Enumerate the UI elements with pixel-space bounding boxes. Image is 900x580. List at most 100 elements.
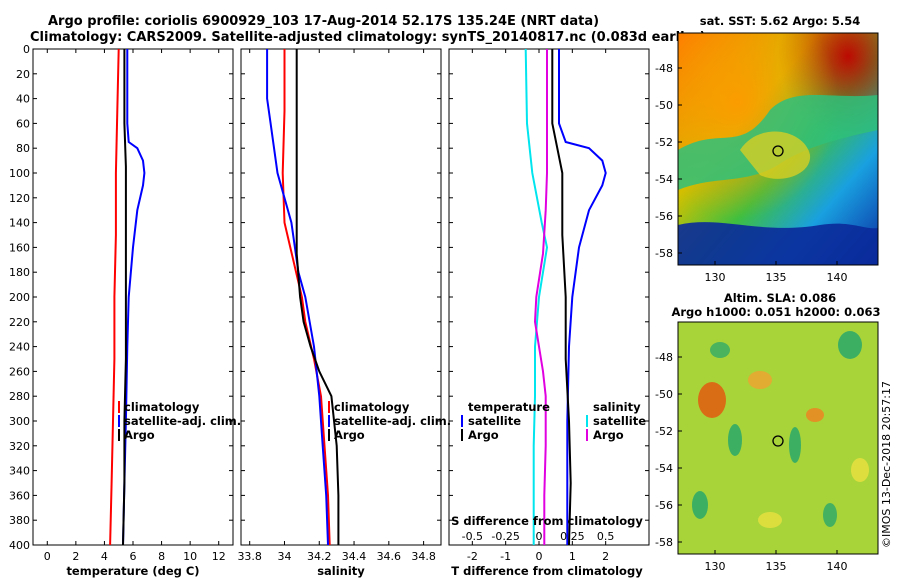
depth-tick-label: 340: [9, 465, 30, 478]
lat-tick-label: -54: [655, 462, 673, 475]
depth-tick-label: 400: [9, 539, 30, 552]
sla-lat-ticks: -48 -50 -52 -54 -56 -58: [655, 351, 682, 549]
depth-tick-label: 80: [16, 142, 30, 155]
lat-tick-label: -48: [655, 351, 673, 364]
legend-title-temperature: temperature: [468, 400, 550, 414]
legend-label-argo: Argo: [334, 428, 365, 442]
depth-tick-label: 260: [9, 365, 30, 378]
x-tick-label: -1: [500, 550, 511, 563]
depth-tick-label: 40: [16, 93, 30, 106]
depth-tick-label: 240: [9, 341, 30, 354]
sst-map-frame: [677, 32, 879, 266]
sla-anomaly: [838, 331, 862, 359]
sla-anomaly: [823, 503, 837, 527]
series-line-satellite-adj-clim-: [122, 49, 146, 546]
depth-tick-label: 220: [9, 316, 30, 329]
lon-tick-label: 140: [827, 560, 848, 573]
s-difference-title: S difference from climatology: [451, 514, 643, 528]
depth-tick-label: 200: [9, 291, 30, 304]
x-tick-label: 34.4: [342, 550, 367, 563]
depth-tick-label: 120: [9, 192, 30, 205]
sla-anomaly: [710, 342, 730, 358]
sst-lat-ticks: -48 -50 -52 -54 -56 -58: [655, 62, 682, 260]
difference-xlabel: T difference from climatology: [451, 564, 643, 578]
difference-axes: [448, 48, 650, 546]
sla-anomaly: [789, 427, 801, 463]
x-tick-label: 1: [569, 550, 576, 563]
depth-tick-label: 280: [9, 390, 30, 403]
salinity-plot: 33.8 34 34.2 34.4 34.6 34.8: [237, 48, 441, 563]
x-tick-label: -2: [467, 550, 478, 563]
sla-map: [678, 322, 878, 554]
x-tick-label: 34: [277, 550, 291, 563]
series-line-argo: [295, 49, 340, 545]
legend-label-satellite: satellite-adj. clim.: [124, 414, 241, 428]
depth-tick-label: 180: [9, 266, 30, 279]
header-line2: Climatology: CARS2009. Satellite-adjuste…: [30, 30, 706, 45]
depth-tick-label: 160: [9, 241, 30, 254]
lon-tick-label: 135: [766, 560, 787, 573]
sst-argo-location-marker: [772, 145, 784, 157]
x-tick-label: 2: [602, 550, 609, 563]
sst-map: [678, 33, 878, 265]
lat-tick-label: -56: [655, 210, 673, 223]
legend-label-argo: Argo: [468, 428, 499, 442]
depth-tick-labels: 0 20 40 60 80 100 120 140 160 180 200 220 240 260 280 3…: [9, 43, 30, 552]
depth-tick-label: 380: [9, 514, 30, 527]
x-tick-label: 8: [158, 550, 165, 563]
x-tick-label: 12: [212, 550, 226, 563]
lon-tick-label: 130: [705, 560, 726, 573]
legend-label-argo: Argo: [124, 428, 155, 442]
lat-tick-label: -58: [655, 247, 673, 260]
lon-tick-label: 140: [827, 271, 848, 284]
depth-tick-label: 300: [9, 415, 30, 428]
sla-map-title-1: Altim. SLA: 0.086: [724, 291, 836, 305]
lat-tick-label: -54: [655, 173, 673, 186]
header-line1: Argo profile: coriolis 6900929_103 17-Au…: [48, 14, 599, 29]
salinity-xlabel: salinity: [317, 564, 365, 578]
depth-tick-label: 360: [9, 489, 30, 502]
lat-tick-label: -58: [655, 536, 673, 549]
depth-tick-label: 0: [23, 43, 30, 56]
lat-tick-label: -56: [655, 499, 673, 512]
sla-map-frame: [677, 321, 879, 555]
sla-anomaly: [758, 512, 782, 528]
depth-tick-label: 320: [9, 440, 30, 453]
legend-label-satellite: satellite: [593, 414, 646, 428]
sla-anomaly: [851, 458, 869, 482]
sla-anomaly: [748, 371, 772, 389]
lat-tick-label: -52: [655, 425, 673, 438]
s-tick-label: -0.25: [491, 530, 519, 543]
temperature-plot: 0 2 4 6 8 10 12: [33, 48, 233, 563]
s-tick-label: 0.25: [560, 530, 585, 543]
legend-label-argo: Argo: [593, 428, 624, 442]
sla-lon-ticks: 130 135 140: [705, 550, 848, 573]
legend-label-satellite: satellite-adj. clim.: [334, 414, 451, 428]
sst-cold-region: [678, 222, 878, 265]
series-line-climatology: [109, 48, 120, 546]
s-tick-label: 0.5: [597, 530, 615, 543]
lon-tick-label: 135: [766, 271, 787, 284]
legend-title-salinity: salinity: [593, 400, 641, 414]
x-tick-label: 33.8: [237, 550, 262, 563]
sla-map-title-2: Argo h1000: 0.051 h2000: 0.063: [671, 305, 880, 319]
x-tick-label: 34.2: [307, 550, 332, 563]
salinity-legend: climatology satellite-adj. clim. Argo: [328, 400, 451, 442]
x-tick-label: 10: [183, 550, 197, 563]
temperature-legend: climatology satellite-adj. clim. Argo: [118, 400, 241, 442]
lat-tick-label: -48: [655, 62, 673, 75]
series-line-salinity-satellite: [524, 48, 549, 545]
x-tick-label: 34.8: [411, 550, 436, 563]
sla-anomaly: [698, 382, 726, 418]
sla-anomaly: [728, 424, 742, 456]
legend-label-climatology: climatology: [124, 400, 200, 414]
lon-tick-label: 130: [705, 271, 726, 284]
series-line-argo: [122, 49, 127, 546]
x-tick-label: 0: [44, 550, 51, 563]
x-tick-label: 4: [101, 550, 108, 563]
series-line-salinity-argo: [533, 49, 548, 545]
series-line-temperature-argo: [551, 49, 572, 546]
depth-tick-label: 20: [16, 68, 30, 81]
depth-tick-label: 60: [16, 117, 30, 130]
